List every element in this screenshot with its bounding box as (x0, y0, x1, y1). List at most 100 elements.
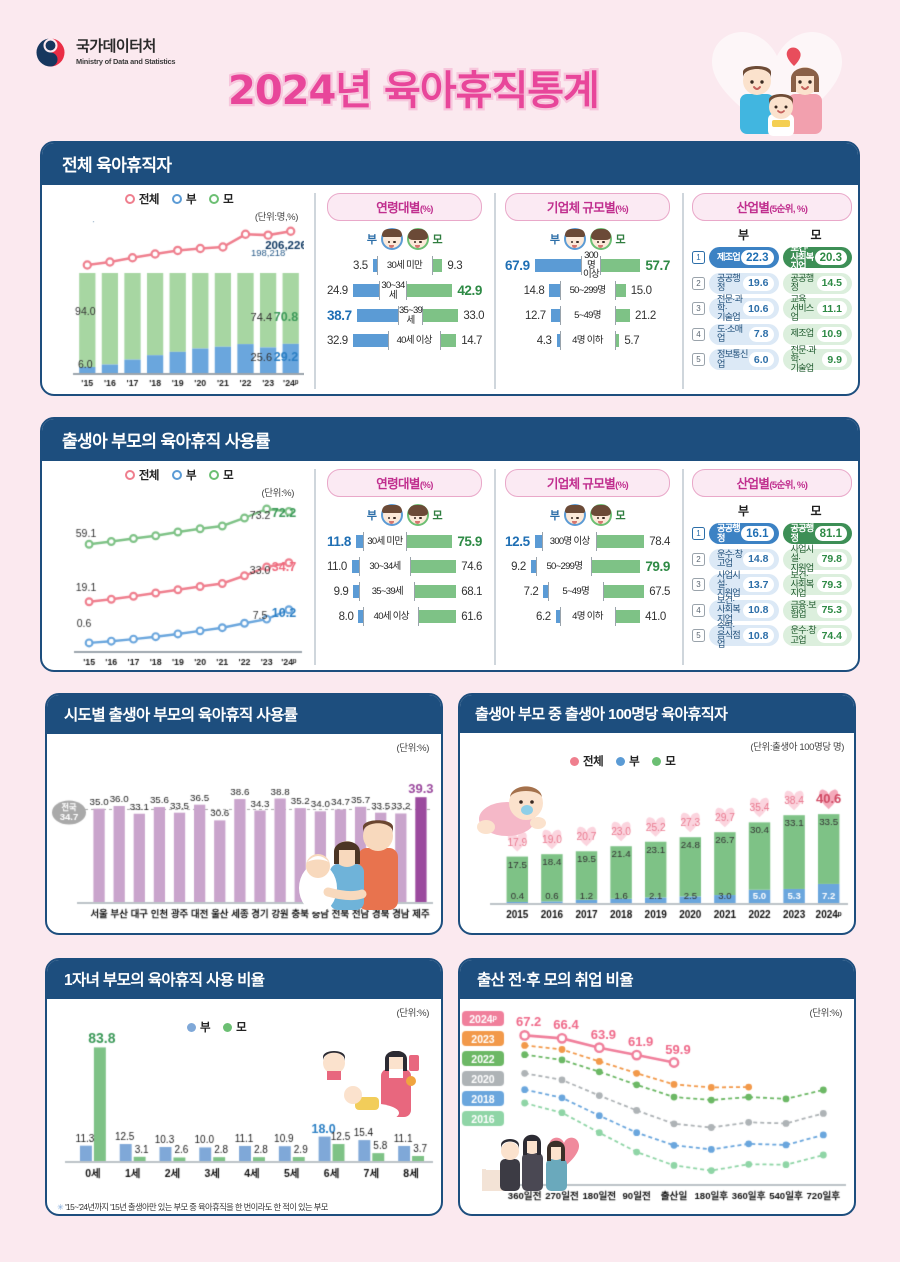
panel2-industry-pill: 산업별(5순위, %) (692, 469, 852, 497)
category-label: 300명 이상 (542, 532, 598, 551)
mother-bar (597, 535, 645, 548)
rank-badge: 2 (692, 276, 705, 290)
panel4-unit-label: (단위:출생아 100명당 명) (750, 742, 844, 753)
industry-name: 공공행정 (717, 272, 741, 292)
panel6-unit-label: (단위:%) (809, 1008, 843, 1019)
panel2-age-avatars: 부 모 (327, 504, 482, 526)
mother-value: 67.5 (649, 585, 670, 598)
mother-industry-cell: 보건· 사회복지업 20.3 (782, 243, 852, 271)
legend-item-total: 전체 (124, 467, 159, 483)
mother-label: 모 (810, 228, 822, 242)
father-bar (549, 284, 560, 297)
industry-rank-row: 4 도·소매업 7.8 제조업 10.9 (692, 323, 852, 345)
industry-rank-row: 1 공공행정 16.1 공공행정 81.1 (692, 523, 852, 544)
father-industry-cell: 보건· 사회복지업 10.8 (709, 596, 779, 623)
panel1-legend: 전체 부 모 (54, 191, 304, 207)
legend-item-mother: 모 (223, 1019, 247, 1035)
category-label: 4명 이하 (559, 331, 616, 350)
panel-maternal-employment: 출산 전·후 모의 취업 비율 (단위:%) (458, 958, 856, 1216)
panel1-size-pill: 기업체 규모별(%) (505, 193, 670, 221)
mother-value: 61.6 (461, 610, 482, 623)
bar-row: 7.2 5~49명 67.5 (505, 582, 670, 601)
panel-total-leave-takers: 전체 육아휴직자 전체 부 모 (단위:명,%) 연령대별(%) 부 (40, 141, 860, 396)
mother-avatar-icon (589, 228, 612, 250)
bar-row: 12.5 300명 이상 78.4 (505, 532, 670, 551)
mother-bar (615, 284, 626, 297)
mother-value: 78.4 (649, 535, 670, 548)
industry-value: 6.0 (748, 352, 774, 367)
bar-row: 24.9 30~34세 42.9 (327, 280, 482, 300)
father-industry-cell: 전문·과학· 기술업 10.6 (709, 294, 779, 322)
father-avatar-icon (563, 228, 586, 250)
page-header: 국가데이터처 Ministry of Data and Statistics 2… (0, 0, 900, 140)
panel1-industry-pill: 산업별(5순위, %) (692, 193, 852, 221)
mother-bar (423, 309, 459, 322)
bar-row: 12.7 5~49명 21.2 (505, 306, 670, 325)
panel1-industry-rows: 1 제조업 22.3 보건· 사회복지업 20.3 2 공공행정 19.6 공공행정 14.5 3 전문… (692, 243, 852, 373)
category-label: 4명 이하 (559, 607, 616, 626)
legend-item-father: 부 (616, 753, 640, 769)
father-industry-cell: 공공행정 19.6 (709, 272, 779, 294)
industry-name: 공공행정 (790, 272, 815, 292)
dot-marker-icon (616, 756, 626, 766)
panel1-industry-header: 부 모 (692, 226, 852, 243)
industry-value: 10.8 (743, 602, 774, 618)
mother-value: 21.2 (635, 309, 656, 322)
industry-name: 보건· 사회복지업 (717, 595, 741, 624)
industry-name: 운수·창고업 (717, 548, 743, 568)
category-label: 50~299명 (559, 281, 616, 300)
father-industry-cell: 정보통신업 6.0 (709, 349, 779, 370)
panel2-size-avatars: 부 모 (505, 504, 670, 526)
legend-item-mother: 모 (652, 753, 676, 769)
industry-name: 제조업 (717, 251, 741, 262)
father-value: 9.9 (333, 585, 349, 598)
mother-industry-cell: 공공행정 14.5 (782, 272, 852, 294)
industry-name: 공공행정 (790, 523, 815, 543)
industry-value: 20.3 (814, 250, 847, 265)
panel3-title: 시도별 출생아 부모의 육아휴직 사용률 (47, 695, 441, 734)
industry-name: 사업시설· 지원업 (717, 569, 741, 599)
industry-rank-row: 1 제조업 22.3 보건· 사회복지업 20.3 (692, 243, 852, 271)
industry-value: 10.9 (816, 326, 847, 342)
mother-industry-cell: 제조업 10.9 (782, 323, 852, 345)
mother-label: 모 (615, 234, 626, 246)
panel4-title: 출생아 부모 중 출생아 100명당 육아휴직자 (460, 695, 854, 733)
office-workers-illustration (482, 1134, 580, 1191)
mother-bar (615, 334, 620, 347)
circle-marker-icon (209, 470, 220, 480)
logo-text-korean: 국가데이터처 (76, 37, 156, 55)
panel-usage-rate: 출생아 부모의 육아휴직 사용률 전체 부 모 (단위:%) 연령대별(%) 부 (40, 417, 860, 672)
circle-marker-icon (124, 194, 135, 204)
circle-marker-icon (171, 470, 182, 480)
panel1-age-bars: 3.5 30세 미만 9.3 24.9 30~34세 42.9 38.7 35~39세 33.0… (327, 256, 485, 350)
circle-marker-icon (124, 470, 135, 480)
father-bar (355, 535, 364, 548)
category-label: 35~39세 (397, 304, 424, 326)
father-label: 부 (549, 510, 560, 522)
mother-bar (592, 560, 641, 573)
father-value: 4.3 (536, 334, 552, 347)
father-value: 32.9 (327, 334, 348, 347)
mother-value: 79.9 (645, 559, 670, 574)
industry-value: 10.8 (743, 628, 774, 643)
circle-marker-icon (209, 194, 220, 204)
panel6-title: 출산 전·후 모의 취업 비율 (460, 960, 854, 999)
mother-industry-cell: 교육 서비스업 11.1 (782, 294, 852, 322)
circle-marker-icon (171, 194, 182, 204)
mother-label: 모 (432, 510, 443, 522)
rank-badge: 4 (692, 327, 705, 341)
father-industry-cell: 운수·창고업 14.8 (709, 548, 779, 570)
panel2-unit-label: (단위:%) (261, 488, 295, 499)
father-avatar-icon (380, 504, 403, 526)
mother-value: 15.0 (630, 284, 652, 297)
legend-item-total: 전체 (124, 191, 159, 207)
industry-name: 제조업 (790, 328, 815, 339)
father-bar (550, 309, 560, 322)
legend-item-father: 부 (187, 1019, 211, 1035)
industry-name: 전문·과학· 기술업 (717, 293, 743, 323)
panel1-title: 전체 육아휴직자 (42, 143, 858, 185)
mother-industry-cell: 공공행정 81.1 (782, 523, 852, 544)
industry-rank-row: 5 정보통신업 6.0 전문·과학· 기술업 9.9 (692, 345, 852, 373)
industry-rank-row: 4 보건· 사회복지업 10.8 금융·보험업 75.3 (692, 596, 852, 623)
father-value: 12.5 (505, 534, 530, 549)
